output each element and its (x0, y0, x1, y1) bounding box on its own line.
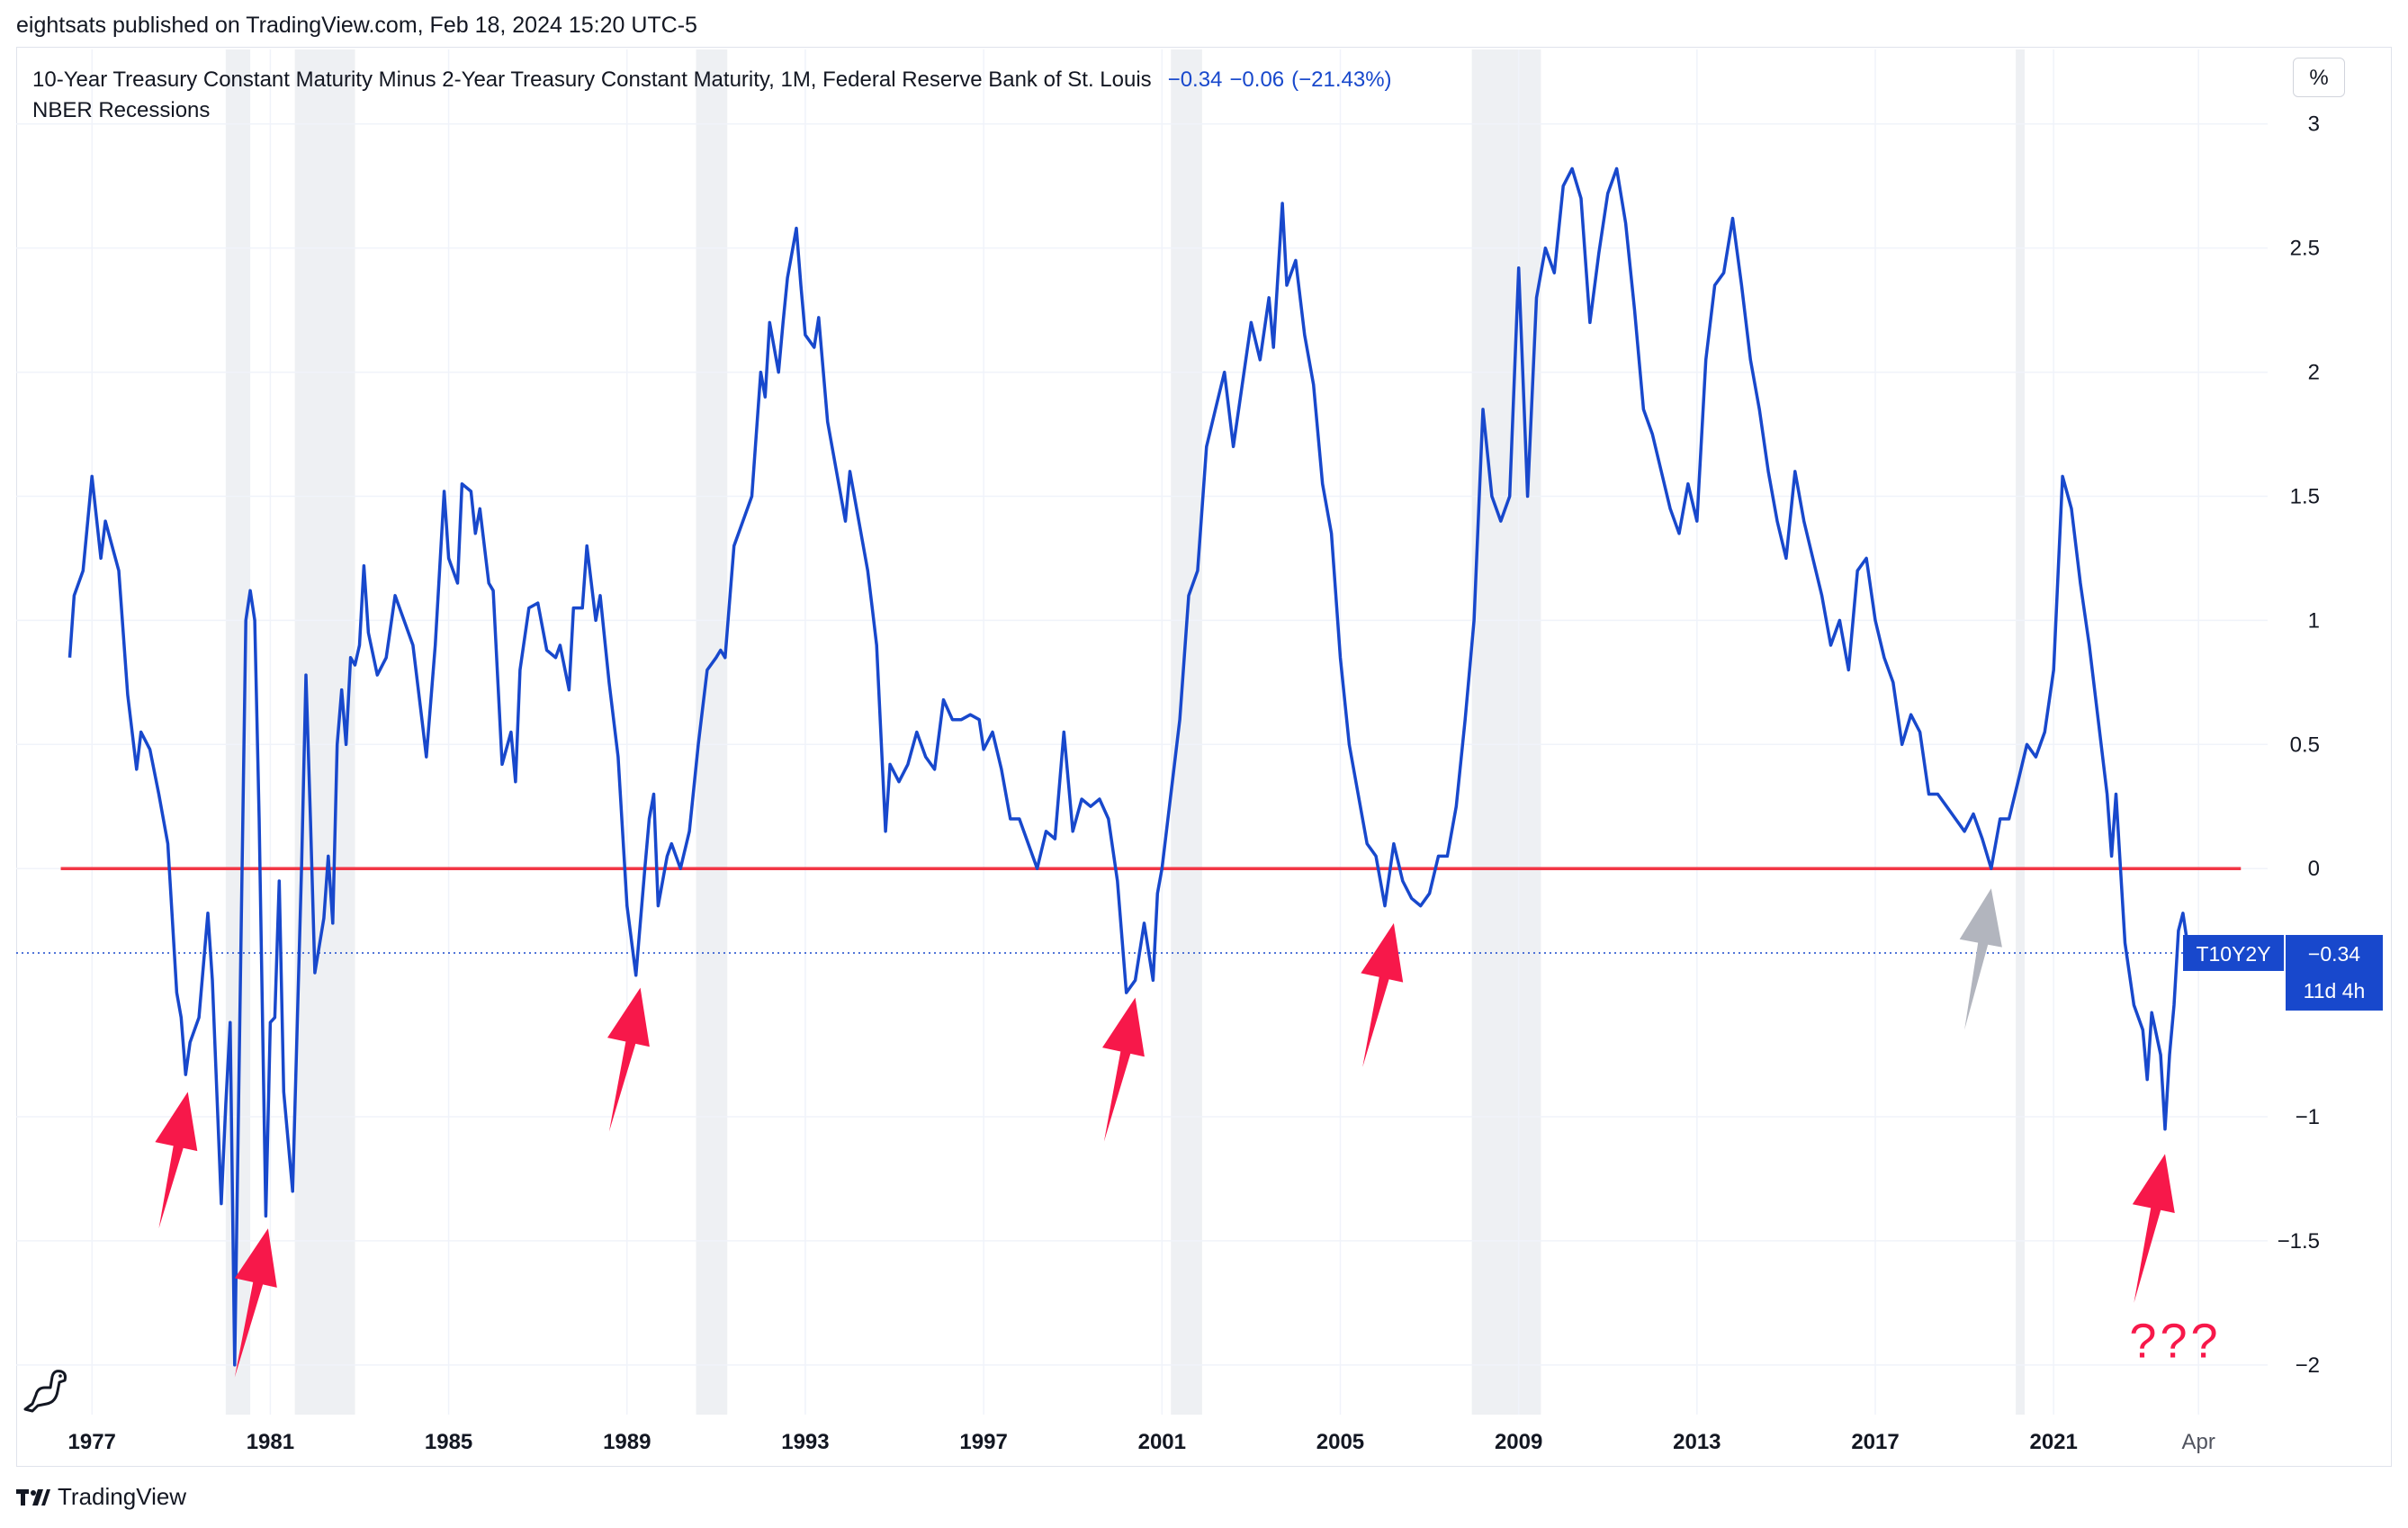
red-arrow-annotation (2132, 1154, 2175, 1303)
red-arrow-annotation (607, 987, 650, 1132)
last-value: −0.34 (1167, 67, 1223, 92)
recession-band (2016, 49, 2025, 1415)
x-tick-label: 2017 (1851, 1430, 1899, 1454)
gray-arrow-annotation (1959, 888, 2002, 1030)
price-tag-value: −0.34 (2308, 942, 2360, 966)
series-line-group (67, 166, 2193, 1367)
x-tick-label: 2001 (1138, 1430, 1186, 1454)
x-tick-label: 1997 (959, 1430, 1007, 1454)
footer-brand: TradingView (58, 1483, 187, 1510)
tradingview-logo-icon (16, 1488, 50, 1506)
series-title: 10-Year Treasury Constant Maturity Minus… (32, 67, 1152, 92)
indicator-nber-recessions[interactable]: NBER Recessions (32, 98, 211, 122)
legend[interactable]: 10-Year Treasury Constant Maturity Minus… (32, 65, 1392, 126)
annotations: ??? (155, 888, 2221, 1378)
y-tick-label: 3 (2308, 112, 2320, 137)
red-arrow-annotation (234, 1228, 277, 1378)
symbol-tag-label: T10Y2Y (2196, 942, 2270, 966)
x-tick-label: 2021 (2029, 1430, 2077, 1454)
x-axis-labels: 1977 1981 1985 1989 1993 1997 2001 2005 2009 2013… (68, 1430, 2215, 1454)
price-tag-bg (2286, 934, 2383, 1011)
y-tick-label: −2 (2296, 1353, 2320, 1378)
x-tick-label: Apr (2182, 1430, 2215, 1454)
y-tick-label: 1 (2308, 608, 2320, 633)
x-tick-label: 2009 (1495, 1430, 1542, 1454)
y-tick-label: −1.5 (2278, 1229, 2320, 1254)
red-arrow-annotation (1102, 997, 1145, 1142)
bar-countdown: 11d 4h (2304, 979, 2366, 1002)
y-tick-label: 0.5 (2290, 733, 2320, 757)
change-value: −0.06 (1229, 67, 1285, 92)
recession-band (1171, 49, 1202, 1415)
recession-bands (225, 49, 2025, 1415)
tradingview-footer[interactable]: TradingView (16, 1483, 186, 1511)
y-tick-label: 1.5 (2290, 484, 2320, 508)
y-tick-label: −1 (2296, 1105, 2320, 1129)
symbol-tag-bg (2183, 934, 2284, 971)
x-tick-label: 1981 (247, 1430, 294, 1454)
x-tick-label: 1985 (425, 1430, 472, 1454)
last-price-tag: T10Y2Y −0.34 11d 4h (2183, 934, 2383, 1011)
y-tick-label: 2.5 (2290, 237, 2320, 261)
x-tick-label: 1989 (603, 1430, 651, 1454)
x-tick-label: 1977 (68, 1430, 116, 1454)
recession-band (1471, 49, 1541, 1415)
series-line-t10y2y (67, 166, 2193, 1367)
x-tick-label: 2005 (1316, 1430, 1364, 1454)
x-tick-label: 2013 (1673, 1430, 1721, 1454)
question-marks-annotation: ??? (2129, 1315, 2221, 1369)
y-tick-label: 2 (2308, 361, 2320, 385)
y-tick-label: 0 (2308, 857, 2320, 881)
percent-scale-button[interactable]: % (2293, 58, 2345, 97)
chart-frame (16, 47, 2392, 1467)
y-axis-labels: 3 2.5 2 1.5 1 0.5 0 −1 −1.5 −2 (2278, 112, 2320, 1378)
red-arrow-annotation (155, 1092, 198, 1229)
change-percent: (−21.43%) (1291, 67, 1392, 92)
x-tick-label: 1993 (781, 1430, 829, 1454)
dinosaur-logo-icon (23, 1370, 67, 1413)
red-arrow-annotation (1361, 922, 1404, 1067)
publisher-line: eightsats published on TradingView.com, … (16, 13, 697, 38)
